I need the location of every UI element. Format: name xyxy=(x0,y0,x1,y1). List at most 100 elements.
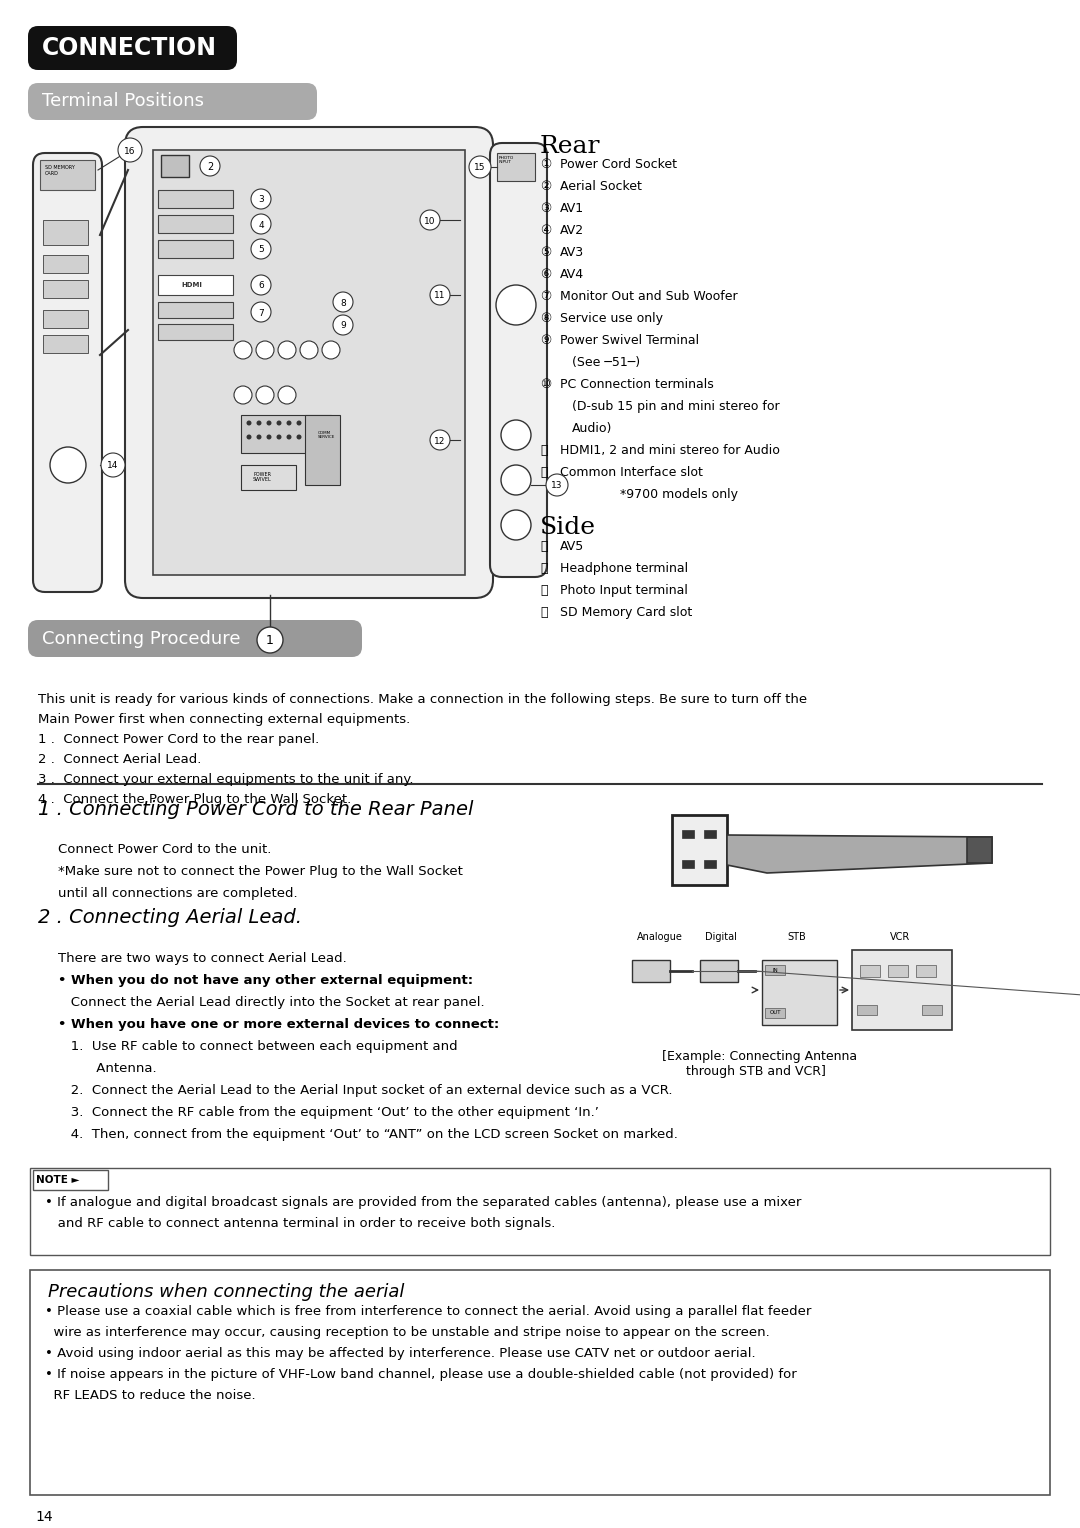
Circle shape xyxy=(257,434,261,440)
Text: ②: ② xyxy=(540,180,551,193)
Text: wire as interference may occur, causing reception to be unstable and stripe nois: wire as interference may occur, causing … xyxy=(45,1326,770,1339)
Text: ⑫: ⑫ xyxy=(540,466,548,478)
Circle shape xyxy=(102,452,125,477)
Text: There are two ways to connect Aerial Lead.: There are two ways to connect Aerial Lea… xyxy=(58,952,347,966)
Circle shape xyxy=(257,626,283,652)
Text: Service use only: Service use only xyxy=(561,312,663,325)
Text: POWER
SWIVEL: POWER SWIVEL xyxy=(253,472,272,483)
Text: Power Swivel Terminal: Power Swivel Terminal xyxy=(561,335,699,347)
Circle shape xyxy=(322,341,340,359)
FancyBboxPatch shape xyxy=(28,83,318,121)
Bar xyxy=(700,960,738,983)
Bar xyxy=(161,154,189,177)
Circle shape xyxy=(469,156,491,177)
Circle shape xyxy=(546,474,568,497)
Text: Antenna.: Antenna. xyxy=(58,1062,157,1076)
Text: This unit is ready for various kinds of connections. Make a connection in the fo: This unit is ready for various kinds of … xyxy=(38,694,807,706)
Circle shape xyxy=(333,292,353,312)
Bar xyxy=(241,416,330,452)
Text: [Example: Connecting Antenna
      through STB and VCR]: [Example: Connecting Antenna through STB… xyxy=(662,1050,858,1077)
Text: ⑭: ⑭ xyxy=(540,562,548,575)
Bar xyxy=(967,837,993,863)
Text: COMM
SERVICE: COMM SERVICE xyxy=(318,431,336,440)
FancyBboxPatch shape xyxy=(125,127,492,597)
Text: until all connections are completed.: until all connections are completed. xyxy=(58,886,298,900)
Bar xyxy=(704,860,716,868)
Text: *Make sure not to connect the Power Plug to the Wall Socket: *Make sure not to connect the Power Plug… xyxy=(58,865,463,879)
Text: Rear: Rear xyxy=(540,134,600,157)
Circle shape xyxy=(200,156,220,176)
Bar xyxy=(916,966,936,976)
Bar xyxy=(43,280,87,298)
Bar xyxy=(43,335,87,353)
Text: ⑦: ⑦ xyxy=(540,290,551,303)
Text: 5: 5 xyxy=(258,246,264,255)
Text: Audio): Audio) xyxy=(572,422,612,435)
Bar xyxy=(922,1005,942,1015)
Text: Digital: Digital xyxy=(705,932,737,941)
Text: 2 . Connecting Aerial Lead.: 2 . Connecting Aerial Lead. xyxy=(38,908,302,927)
Circle shape xyxy=(316,434,322,440)
Text: Side: Side xyxy=(540,516,596,539)
Text: • Please use a coaxial cable which is free from interference to connect the aeri: • Please use a coaxial cable which is fr… xyxy=(45,1305,811,1319)
Circle shape xyxy=(501,510,531,539)
Text: 9: 9 xyxy=(340,321,346,330)
Polygon shape xyxy=(727,834,993,872)
Bar xyxy=(33,1170,108,1190)
Text: 1 . Connecting Power Cord to the Rear Panel: 1 . Connecting Power Cord to the Rear Pa… xyxy=(38,801,473,819)
Circle shape xyxy=(267,420,271,425)
Circle shape xyxy=(251,189,271,209)
Text: 14: 14 xyxy=(35,1510,53,1523)
Bar xyxy=(40,160,95,189)
Circle shape xyxy=(251,214,271,234)
FancyBboxPatch shape xyxy=(28,26,237,70)
Text: Aerial Socket: Aerial Socket xyxy=(561,180,642,193)
Circle shape xyxy=(430,286,450,306)
Text: • When you have one or more external devices to connect:: • When you have one or more external dev… xyxy=(58,1018,499,1031)
Bar xyxy=(681,860,694,868)
Circle shape xyxy=(501,465,531,495)
Text: 14: 14 xyxy=(107,461,119,471)
Text: 3 .  Connect your external equipments to the unit if any.: 3 . Connect your external equipments to … xyxy=(38,773,414,785)
Text: 1 .  Connect Power Cord to the rear panel.: 1 . Connect Power Cord to the rear panel… xyxy=(38,733,320,746)
FancyBboxPatch shape xyxy=(490,144,546,578)
Text: ⑪: ⑪ xyxy=(540,445,548,457)
Text: ⑧: ⑧ xyxy=(540,312,551,325)
Text: 1.  Use RF cable to connect between each equipment and: 1. Use RF cable to connect between each … xyxy=(58,1041,458,1053)
Circle shape xyxy=(246,420,252,425)
Text: Main Power first when connecting external equipments.: Main Power first when connecting externa… xyxy=(38,714,410,726)
Bar xyxy=(852,950,951,1030)
FancyBboxPatch shape xyxy=(33,153,102,591)
Circle shape xyxy=(276,434,282,440)
Text: ⑨: ⑨ xyxy=(540,335,551,347)
Circle shape xyxy=(234,387,252,403)
Circle shape xyxy=(251,303,271,322)
Text: ⑬: ⑬ xyxy=(540,539,548,553)
Circle shape xyxy=(333,315,353,335)
Text: Common Interface slot: Common Interface slot xyxy=(561,466,703,478)
Text: 2 .  Connect Aerial Lead.: 2 . Connect Aerial Lead. xyxy=(38,753,201,766)
Text: AV4: AV4 xyxy=(561,267,584,281)
Text: 3: 3 xyxy=(258,196,264,205)
Bar xyxy=(30,1270,1050,1494)
Text: • Avoid using indoor aerial as this may be affected by interference. Please use : • Avoid using indoor aerial as this may … xyxy=(45,1348,756,1360)
Bar xyxy=(43,255,87,274)
Circle shape xyxy=(256,341,274,359)
Text: ⑯: ⑯ xyxy=(540,607,548,619)
Bar xyxy=(43,310,87,329)
Bar xyxy=(632,960,670,983)
Text: SD Memory Card slot: SD Memory Card slot xyxy=(561,607,692,619)
Circle shape xyxy=(300,341,318,359)
Text: ①: ① xyxy=(540,157,551,171)
Circle shape xyxy=(118,138,141,162)
Circle shape xyxy=(420,209,440,231)
Bar xyxy=(153,150,465,575)
Text: OUT: OUT xyxy=(769,1010,781,1016)
Bar xyxy=(158,215,233,232)
Text: Connect Power Cord to the unit.: Connect Power Cord to the unit. xyxy=(58,843,271,856)
Text: Monitor Out and Sub Woofer: Monitor Out and Sub Woofer xyxy=(561,290,738,303)
Text: ⑩: ⑩ xyxy=(540,377,551,391)
Text: PC Connection terminals: PC Connection terminals xyxy=(561,377,714,391)
Text: 7: 7 xyxy=(258,309,264,318)
Bar xyxy=(30,1167,1050,1254)
